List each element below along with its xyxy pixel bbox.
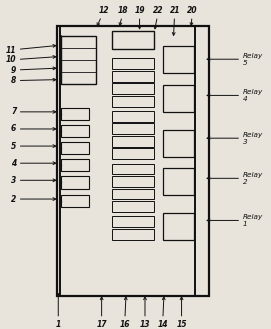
Text: 19: 19 xyxy=(134,6,145,29)
Bar xyxy=(112,148,154,159)
Text: 2: 2 xyxy=(11,194,56,204)
Bar xyxy=(112,58,154,69)
Text: 8: 8 xyxy=(11,76,56,85)
Bar xyxy=(163,168,194,195)
Text: 15: 15 xyxy=(176,297,187,329)
Text: Relay
2: Relay 2 xyxy=(207,172,263,185)
Text: Relay
4: Relay 4 xyxy=(207,89,263,102)
Bar xyxy=(61,176,89,189)
Bar xyxy=(112,83,154,94)
Bar xyxy=(163,213,194,240)
Bar xyxy=(112,176,154,187)
Bar xyxy=(61,159,89,171)
Text: 20: 20 xyxy=(187,6,198,25)
Text: 13: 13 xyxy=(140,297,150,329)
Bar xyxy=(112,201,154,212)
Bar xyxy=(61,195,89,207)
Text: 7: 7 xyxy=(11,107,56,116)
Bar xyxy=(61,142,89,154)
Text: 1: 1 xyxy=(56,294,61,329)
Text: 3: 3 xyxy=(11,176,56,185)
Text: 9: 9 xyxy=(11,65,56,75)
Text: Relay
1: Relay 1 xyxy=(207,214,263,227)
Text: 5: 5 xyxy=(11,141,56,151)
Text: 12: 12 xyxy=(97,6,109,26)
Bar xyxy=(112,31,154,49)
Text: 16: 16 xyxy=(120,297,130,329)
Bar xyxy=(112,164,154,174)
Text: 14: 14 xyxy=(157,297,168,329)
Bar xyxy=(163,130,194,157)
Text: 11: 11 xyxy=(6,44,56,55)
Text: Relay
5: Relay 5 xyxy=(207,53,263,66)
Bar xyxy=(112,229,154,240)
Bar xyxy=(112,71,154,82)
Bar xyxy=(112,189,154,199)
Text: 4: 4 xyxy=(11,159,56,168)
Bar xyxy=(112,96,154,107)
Bar xyxy=(112,123,154,134)
Bar xyxy=(61,108,89,120)
Bar xyxy=(112,136,154,147)
Bar xyxy=(163,46,194,73)
Bar xyxy=(163,85,194,112)
Text: 21: 21 xyxy=(170,6,180,35)
Bar xyxy=(112,111,154,122)
Bar xyxy=(57,26,209,296)
Text: 22: 22 xyxy=(153,6,164,29)
Text: 17: 17 xyxy=(96,297,107,329)
Bar xyxy=(61,125,89,137)
Bar xyxy=(112,216,154,227)
Bar xyxy=(61,36,96,84)
Text: 18: 18 xyxy=(118,6,128,26)
Text: Relay
3: Relay 3 xyxy=(207,132,263,145)
Text: 6: 6 xyxy=(11,124,56,134)
Text: 10: 10 xyxy=(6,55,56,64)
